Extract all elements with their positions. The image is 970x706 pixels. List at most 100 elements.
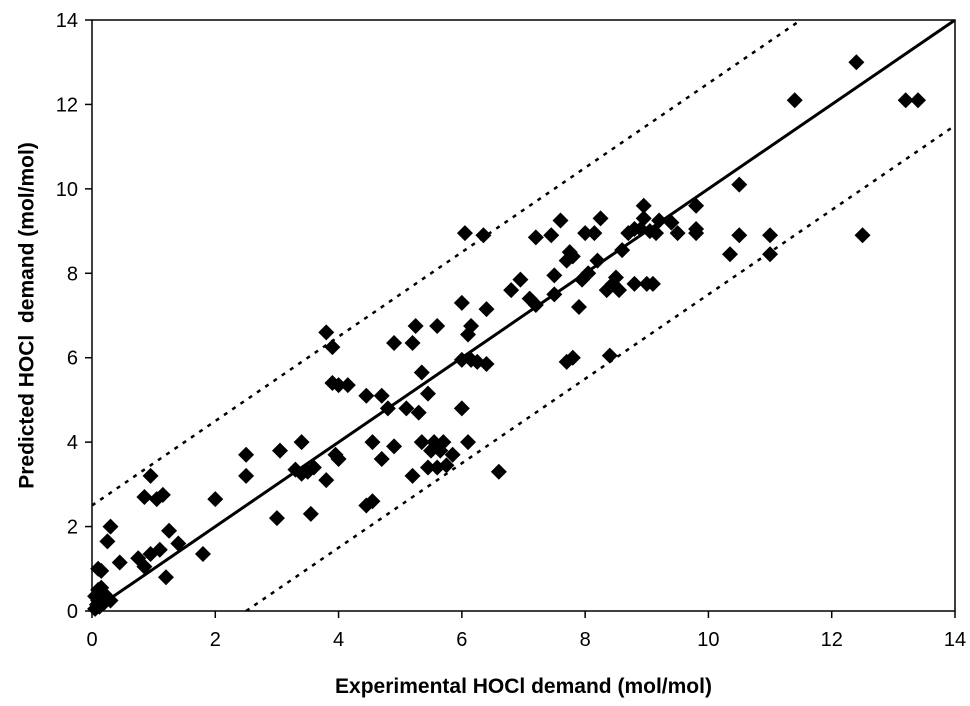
data-point	[854, 227, 871, 244]
reference-lines	[92, 20, 955, 611]
identity-line	[92, 20, 955, 611]
data-point	[626, 275, 643, 292]
data-point	[564, 349, 581, 366]
y-tick-label: 6	[67, 348, 78, 370]
y-tick-label: 12	[56, 94, 78, 116]
data-point	[648, 225, 665, 242]
data-point	[644, 275, 661, 292]
x-tick-label: 8	[580, 629, 591, 651]
data-point	[453, 400, 470, 417]
data-point	[194, 546, 211, 563]
upper-bound-dotted-line	[92, 20, 804, 507]
data-point	[429, 318, 446, 335]
data-point	[762, 227, 779, 244]
data-point	[305, 459, 322, 476]
y-axis-ticks: 0 2 4 6 8 10 12 14	[56, 10, 92, 623]
data-point	[438, 457, 455, 474]
data-point	[527, 296, 544, 313]
data-point	[373, 451, 390, 468]
data-point	[151, 541, 168, 558]
data-point	[586, 225, 603, 242]
data-point	[475, 227, 492, 244]
data-point	[339, 377, 356, 394]
data-point	[453, 351, 470, 368]
data-point	[786, 92, 803, 109]
x-axis-ticks: 0 2 4 6 8 10 12 14	[86, 611, 966, 651]
data-point	[589, 252, 606, 269]
data-point	[136, 558, 153, 575]
data-point	[157, 569, 174, 586]
data-point	[161, 522, 178, 539]
data-point	[207, 491, 224, 508]
data-point	[444, 446, 461, 463]
data-point	[546, 286, 563, 303]
data-point	[142, 467, 159, 484]
x-tick-label: 12	[821, 629, 843, 651]
data-point	[490, 463, 507, 480]
data-point	[407, 318, 424, 335]
data-point	[503, 282, 520, 299]
data-point	[478, 356, 495, 373]
y-tick-label: 8	[67, 263, 78, 285]
data-point	[635, 197, 652, 214]
y-tick-label: 2	[67, 517, 78, 539]
data-point	[601, 347, 618, 364]
data-point	[527, 229, 544, 246]
data-point	[99, 533, 116, 550]
x-tick-label: 2	[210, 629, 221, 651]
data-point	[364, 434, 381, 451]
data-point	[238, 467, 255, 484]
data-point	[358, 387, 375, 404]
data-point	[435, 434, 452, 451]
x-tick-label: 6	[456, 629, 467, 651]
y-tick-label: 14	[56, 10, 78, 32]
x-axis-title: Experimental HOCl demand (mol/mol)	[335, 675, 712, 698]
data-point	[570, 299, 587, 316]
data-point	[410, 404, 427, 421]
data-point	[419, 459, 436, 476]
data-point	[463, 318, 480, 335]
data-point	[848, 54, 865, 71]
data-point	[688, 197, 705, 214]
data-point	[318, 324, 335, 341]
data-point	[607, 269, 624, 286]
data-point	[413, 434, 430, 451]
data-point	[546, 267, 563, 284]
data-point	[398, 400, 415, 417]
data-point	[592, 210, 609, 227]
data-point	[635, 210, 652, 227]
plot-area-frame	[91, 19, 956, 612]
data-point	[386, 334, 403, 351]
data-point	[330, 377, 347, 394]
data-point	[373, 387, 390, 404]
data-point	[512, 271, 529, 288]
data-point	[897, 92, 914, 109]
data-point	[272, 442, 289, 459]
data-point	[651, 212, 668, 229]
data-point	[93, 562, 110, 579]
data-point	[268, 510, 285, 527]
data-point	[731, 176, 748, 193]
data-point	[404, 334, 421, 351]
data-point	[302, 505, 319, 522]
data-point	[102, 518, 119, 535]
x-tick-label: 4	[333, 629, 344, 651]
data-point	[330, 451, 347, 468]
y-tick-label: 10	[56, 179, 78, 201]
data-points	[87, 54, 927, 617]
data-point	[238, 446, 255, 463]
data-point	[404, 467, 421, 484]
data-point	[688, 220, 705, 237]
data-point	[102, 592, 119, 609]
data-point	[543, 227, 560, 244]
data-point	[154, 486, 171, 503]
data-point	[910, 92, 927, 109]
data-point	[460, 434, 477, 451]
data-point	[413, 364, 430, 381]
data-point	[136, 489, 153, 506]
data-point	[552, 212, 569, 229]
data-point	[580, 265, 597, 282]
x-tick-label: 10	[697, 629, 719, 651]
y-tick-label: 0	[67, 601, 78, 623]
data-point	[611, 282, 628, 299]
